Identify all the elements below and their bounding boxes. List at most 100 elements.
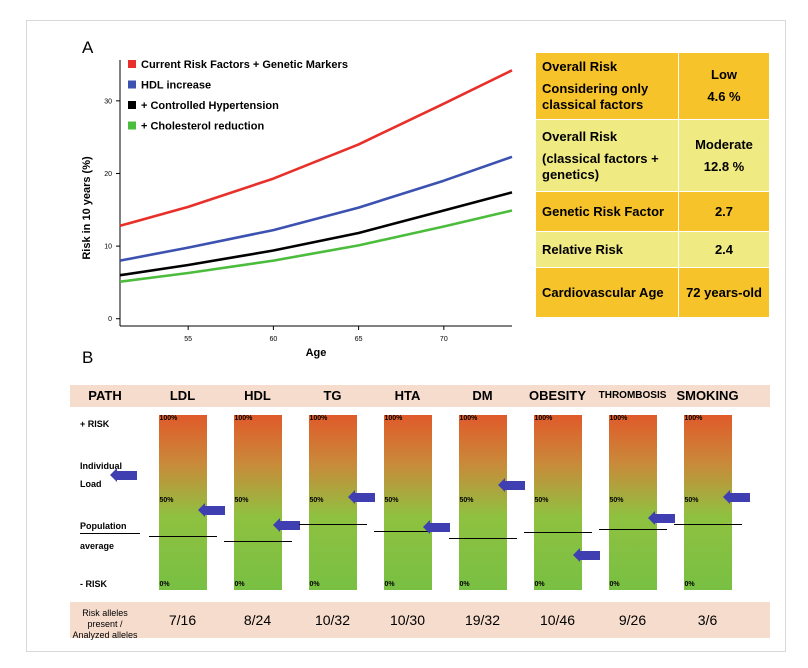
individual-load-arrow-icon: [647, 511, 675, 526]
risk-label-line: Cardiovascular Age: [542, 284, 664, 300]
risk-table-value: 72 years-old: [678, 267, 770, 318]
bar-pct-label-mid: 50%: [309, 496, 324, 504]
alleles-row-label-line: Analyzed alleles: [72, 630, 138, 640]
bar-pct-label-mid: 50%: [684, 496, 699, 504]
risk-table-label: Genetic Risk Factor: [535, 191, 679, 232]
figure-frame: [26, 20, 786, 652]
path-name-obesity: OBESITY: [528, 388, 587, 403]
legend-label-3: + Cholesterol reduction: [141, 121, 264, 133]
panel-a-label: A: [82, 38, 94, 57]
plus-risk-label: + RISK: [80, 419, 110, 429]
bar-pct-label-mid: 50%: [384, 496, 399, 504]
population-average-line: [148, 535, 217, 537]
y-tick-label: 0: [108, 316, 112, 323]
series-line-1: [119, 155, 513, 262]
alleles-thrombosis: 9/26: [618, 612, 647, 628]
legend-swatch-1: [128, 80, 136, 89]
bar-pct-label-mid: 50%: [234, 496, 249, 504]
alleles-hta: 10/30: [389, 612, 426, 628]
path-name-thrombosis: THROMBOSIS: [598, 390, 667, 401]
risk-summary-table: Overall Risk Considering only classical f…: [535, 52, 770, 318]
individual-load-label-1: Individual: [80, 461, 123, 471]
bar-pct-label-bottom: 0%: [309, 581, 320, 588]
risk-table-value: 2.4: [678, 231, 770, 268]
individual-load-label-2: Load: [80, 479, 102, 489]
risk-bar-hdl: [233, 415, 282, 590]
risk-label-line: (classical factors + genetics): [542, 150, 659, 182]
alleles-row-label-line: present /: [87, 619, 123, 629]
minus-risk-label: - RISK: [80, 579, 107, 589]
risk-table-value: Low 4.6 %: [678, 52, 770, 120]
population-average-line: [598, 528, 667, 530]
individual-load-arrow-icon: [197, 502, 225, 517]
bar-pct-label-bottom: 0%: [684, 581, 695, 588]
x-tick-label: 60: [269, 336, 277, 343]
population-average-label-1: Population: [80, 521, 127, 531]
individual-load-arrow-icon: [722, 490, 750, 505]
bar-pct-label-top: 100%: [159, 415, 178, 422]
bar-pct-label-mid: 50%: [159, 496, 174, 504]
y-tick-label: 20: [104, 171, 112, 178]
bar-pct-label-bottom: 0%: [384, 581, 395, 588]
risk-label-line: Overall Risk: [542, 59, 618, 74]
bar-pct-label-top: 100%: [309, 415, 328, 422]
y-tick-label: 10: [104, 244, 112, 251]
legend-label-0: Current Risk Factors + Genetic Markers: [141, 59, 348, 71]
risk-value-line: 2.7: [714, 203, 734, 219]
panel-b-label: B: [82, 348, 94, 367]
alleles-row-label: Risk alleles present / Analyzed alleles: [70, 608, 140, 641]
path-name-hdl: HDL: [244, 388, 271, 403]
risk-value-line: 72 years-old: [686, 284, 762, 300]
risk-label-line: Relative Risk: [542, 241, 623, 257]
risk-line-chart: 55 60 65 70 0 10 20 30 Age Risk in 10 years (%) Cu…: [81, 59, 513, 359]
series-line-3: [119, 209, 513, 283]
bar-pct-label-top: 100%: [609, 415, 628, 422]
alleles-smoking: 3/6: [697, 612, 718, 628]
alleles-dm: 19/32: [464, 612, 501, 628]
series-line-2: [119, 191, 513, 277]
left-arrow-icon: [110, 468, 137, 482]
population-average-legend-line: [80, 533, 140, 534]
risk-table-value: Moderate 12.8 %: [678, 119, 770, 192]
risk-table-label: Overall Risk Considering only classical f…: [535, 52, 679, 120]
bar-pct-label-mid: 50%: [459, 496, 474, 504]
alleles-row-label-line: Risk alleles: [82, 608, 128, 618]
bar-pct-label-top: 100%: [459, 415, 478, 422]
bar-pct-label-bottom: 0%: [459, 581, 470, 588]
individual-load-arrow-icon: [272, 518, 300, 533]
x-axis-label: Age: [306, 347, 327, 359]
risk-table-label: Overall Risk (classical factors + genetic…: [535, 119, 679, 192]
path-header-band: PATH LDL HDL TG HTA DM OBESITY THROMBOSIS SMOKIN…: [70, 385, 770, 407]
bar-pct-label-mid: 50%: [609, 496, 624, 504]
population-average-line: [373, 530, 442, 532]
risk-table-row: Overall Risk Considering only classical f…: [535, 52, 770, 120]
risk-table-row: Genetic Risk Factor 2.7: [535, 191, 770, 232]
path-name-ldl: LDL: [169, 388, 196, 403]
y-axis-label: Risk in 10 years (%): [81, 156, 93, 260]
bar-pct-label-top: 100%: [684, 415, 703, 422]
path-name-tg: TG: [323, 388, 342, 403]
population-average-line: [448, 537, 517, 539]
population-average-line: [523, 532, 592, 534]
series-line-0: [119, 69, 513, 228]
risk-value-line: Low: [711, 67, 737, 82]
risk-bar-dm: [458, 415, 507, 590]
individual-load-arrow-icon: [422, 520, 450, 534]
bar-pct-label-top: 100%: [234, 415, 253, 422]
risk-table-row: Overall Risk (classical factors + genetic…: [535, 119, 770, 192]
bar-pct-label-bottom: 0%: [159, 581, 170, 588]
alleles-ldl: 7/16: [168, 612, 197, 628]
alleles-obesity: 10/46: [539, 612, 576, 628]
risk-value-line: 2.4: [714, 241, 734, 257]
risk-value-line: Moderate: [695, 136, 753, 152]
risk-table-row: Relative Risk 2.4: [535, 231, 770, 268]
individual-load-arrow-icon: [347, 490, 375, 505]
x-tick-label: 55: [184, 336, 192, 343]
x-tick-label: 65: [355, 336, 363, 343]
bar-pct-label-bottom: 0%: [234, 581, 245, 588]
risk-value-line: 12.8 %: [703, 158, 745, 174]
risk-table-label: Relative Risk: [535, 231, 679, 268]
alleles-tg: 10/32: [314, 612, 351, 628]
bar-pct-label-bottom: 0%: [609, 581, 620, 588]
path-header-label: PATH: [88, 388, 122, 403]
